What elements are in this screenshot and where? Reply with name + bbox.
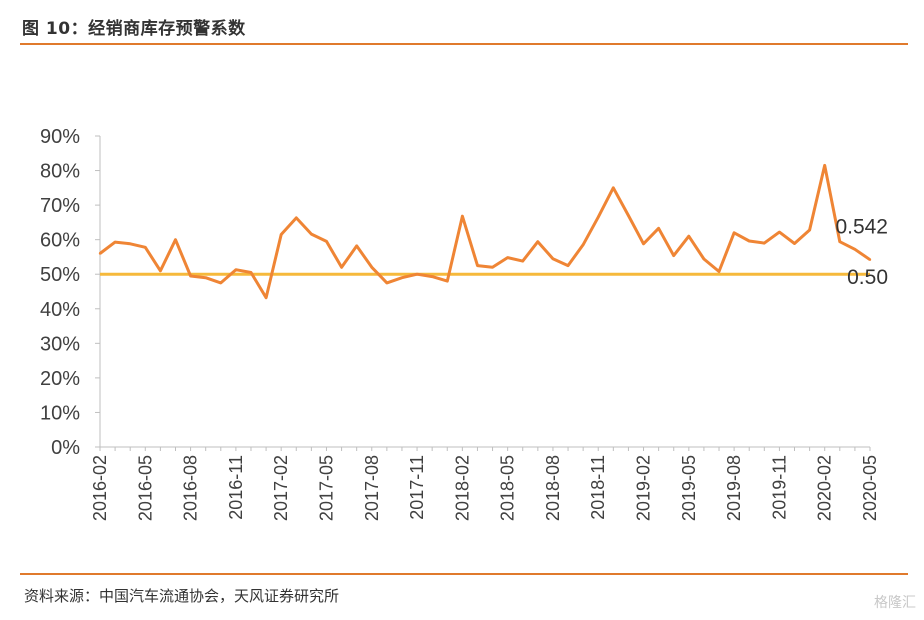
data-point <box>491 266 494 269</box>
data-point <box>748 239 751 243</box>
data-point <box>763 241 766 245</box>
data-point <box>446 279 449 283</box>
y-axis-ticks: 0% 10% 20% 30% 40% 50% 60% 70% 80% 90% <box>40 126 100 459</box>
data-point <box>521 259 524 263</box>
data-point <box>702 257 706 261</box>
x-tick-label: 2017-02 <box>271 455 291 521</box>
x-tick-label: 2016-05 <box>135 455 155 521</box>
y-tick-label: 80% <box>40 161 80 183</box>
data-point <box>234 268 238 271</box>
data-point <box>415 273 419 276</box>
y-tick-label: 40% <box>40 299 80 321</box>
y-tick-label: 30% <box>40 333 80 355</box>
data-point <box>732 231 736 234</box>
data-point <box>340 266 343 269</box>
data-point <box>642 242 645 246</box>
data-point <box>144 246 147 249</box>
data-point <box>717 270 721 273</box>
x-tick-label: 2019-02 <box>634 455 654 521</box>
page-title: 图 10：经销商库存预警系数 <box>22 19 246 39</box>
data-point <box>249 271 253 274</box>
data-point <box>355 244 358 248</box>
data-point <box>128 242 132 246</box>
data-point <box>551 257 555 260</box>
data-point <box>325 240 328 243</box>
data-point <box>868 258 872 261</box>
data-point <box>98 252 102 255</box>
annotations: 0.542 0.50 <box>835 216 888 290</box>
data-point <box>174 238 177 241</box>
watermark-logo: 格隆汇 <box>874 595 916 611</box>
chart-canvas: 0%10%20%30%40%50%60%70%80%90% 2016-02 201… <box>40 126 888 521</box>
data-point <box>310 232 313 236</box>
y-tick-label: 0% <box>51 437 80 459</box>
data-point <box>793 242 796 245</box>
data-point <box>295 216 298 220</box>
data-point <box>808 228 811 232</box>
data-point <box>370 266 373 269</box>
x-tick-label: 2019-11 <box>769 455 789 520</box>
x-tick-label: 2016-11 <box>226 455 246 520</box>
x-tick-label: 2018-11 <box>588 455 608 520</box>
source-note: 资料来源：中国汽车流通协会，天风证券研究所 <box>24 587 340 605</box>
data-point <box>627 214 630 217</box>
data-point <box>476 264 479 267</box>
series-line <box>99 163 871 300</box>
data-point <box>264 296 268 299</box>
data-point <box>219 281 222 285</box>
x-axis-ticks: 2016-02 2016-05 2016-08 2016-11 2017-02 2017-… <box>90 447 880 521</box>
y-tick-label: 50% <box>40 264 80 286</box>
x-tick-label: 2018-02 <box>452 455 472 521</box>
data-point <box>823 164 826 167</box>
y-tick-label: 90% <box>40 126 80 148</box>
data-point <box>778 230 781 234</box>
data-point <box>853 248 857 251</box>
y-tick-label: 20% <box>40 368 80 390</box>
x-tick-label: 2016-08 <box>181 455 201 521</box>
data-point <box>597 216 600 219</box>
data-point <box>204 276 207 279</box>
x-tick-label: 2017-05 <box>316 455 336 521</box>
x-tick-label: 2016-02 <box>90 455 110 521</box>
x-tick-label: 2019-05 <box>679 455 699 521</box>
data-point <box>430 275 434 278</box>
data-point <box>159 269 162 272</box>
data-point <box>687 235 691 238</box>
data-point <box>838 240 842 243</box>
data-point <box>279 233 283 236</box>
x-tick-label: 2017-08 <box>362 455 382 521</box>
x-tick-label: 2019-08 <box>724 455 744 521</box>
y-tick-label: 10% <box>40 402 80 424</box>
x-tick-label: 2020-02 <box>815 455 835 521</box>
data-point <box>461 214 464 218</box>
data-point <box>672 254 675 257</box>
data-point <box>566 264 570 267</box>
y-tick-label: 70% <box>40 195 80 217</box>
data-point <box>657 227 660 230</box>
data-point <box>400 276 404 279</box>
annotation-latest-value: 0.542 <box>835 216 888 239</box>
data-point <box>536 240 540 243</box>
y-tick-label: 60% <box>40 230 80 252</box>
data-point <box>113 240 117 244</box>
annotation-threshold-value: 0.50 <box>847 266 888 289</box>
data-point <box>612 186 615 190</box>
footer-divider <box>20 573 908 575</box>
x-tick-label: 2018-05 <box>498 455 518 521</box>
data-point <box>581 243 585 247</box>
series-points <box>98 164 872 299</box>
x-tick-label: 2020-05 <box>860 455 880 521</box>
data-point <box>506 256 509 259</box>
data-point <box>189 274 192 278</box>
header-divider <box>20 43 908 45</box>
x-tick-label: 2017-11 <box>407 455 427 520</box>
x-tick-label: 2018-08 <box>543 455 563 521</box>
data-point <box>385 281 389 285</box>
